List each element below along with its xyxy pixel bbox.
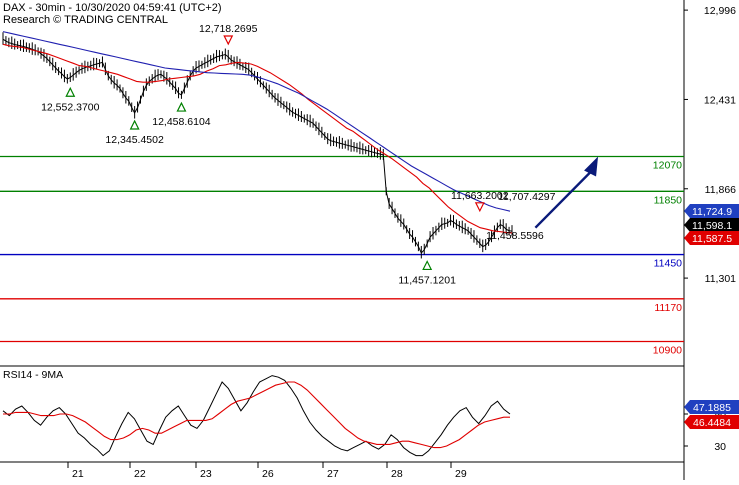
price-tag-label: 11,724.9 — [692, 206, 732, 218]
up-triangle-marker — [176, 101, 187, 112]
price-tag-label: 11,598.1 — [692, 220, 732, 232]
moving-average-line-1 — [2, 31, 511, 212]
rsi-tags: 47.1885 46.4484 — [684, 400, 739, 429]
rsi-tag-box — [684, 400, 739, 414]
annotation-label: 11,707.4297 — [498, 191, 556, 203]
rsi-tag-label: 46.4484 — [693, 417, 731, 429]
forecast-arrow-shaft — [534, 169, 593, 229]
time-tick-label: 27 — [327, 468, 339, 480]
time-tick-label: 26 — [262, 468, 274, 480]
time-tick-label: 23 — [200, 468, 212, 480]
down-triangle-marker — [223, 35, 234, 46]
level-label-12070: 12070 — [653, 160, 682, 172]
time-tick-label: 22 — [134, 468, 146, 480]
annotation-label: 12,718.2695 — [199, 23, 258, 35]
rsi-line-1 — [3, 381, 510, 449]
forecast-arrow-head — [584, 156, 599, 177]
up-triangle-marker — [422, 260, 433, 271]
chart-header-title: DAX - 30min - 10/30/2020 04:59:41 (UTC+2… — [3, 2, 222, 14]
level-label-11850: 11850 — [654, 194, 683, 206]
annotation-label: 11,663.2002 — [451, 190, 509, 202]
annotation-label: 12,552.3700 — [41, 101, 100, 113]
rsi-tag-label: 47.1885 — [693, 402, 731, 414]
price-annotations: 12,718.2695 12,552.3700 12,345.4502 12,458.… — [41, 23, 556, 286]
time-axis: 21 22 23 26 27 28 29 — [67, 462, 467, 480]
down-triangle-marker — [474, 202, 485, 213]
rsi-panel-title: RSI14 - 9MA — [3, 369, 63, 381]
moving-averages — [2, 31, 513, 234]
price-tick-label: 12,431 — [704, 94, 736, 106]
annotation-label: 11,457.1201 — [398, 274, 456, 286]
annotation-label: 11,458.5596 — [486, 230, 544, 242]
annotation-label: 12,458.6104 — [152, 116, 211, 128]
level-label-11450: 11450 — [654, 258, 683, 270]
level-label-11170: 11170 — [654, 302, 682, 314]
price-tick-label: 12,996 — [704, 5, 736, 17]
rsi-tag-box — [684, 415, 739, 429]
moving-average-line-0 — [2, 43, 513, 234]
price-series — [2, 32, 513, 259]
price-tag-box — [684, 231, 739, 245]
time-tick-label: 29 — [455, 468, 467, 480]
rsi-line-0 — [2, 375, 511, 457]
price-tag-label: 11,587.5 — [692, 233, 732, 245]
price-tags: 11,724.9 11,598.111,587.5 — [684, 204, 739, 245]
chart-header: DAX - 30min - 10/30/2020 04:59:41 (UTC+2… — [3, 2, 222, 26]
price-tag-box — [684, 204, 739, 218]
time-tick-label: 21 — [72, 468, 84, 480]
chart-header-credit: Research © TRADING CENTRAL — [3, 14, 168, 26]
time-tick-label: 28 — [391, 468, 403, 480]
price-tick-label: 11,301 — [705, 273, 736, 285]
up-triangle-marker — [65, 86, 76, 97]
level-label-10900: 10900 — [653, 344, 682, 356]
forecast-arrow — [534, 156, 599, 229]
price-tick-label: 11,866 — [705, 184, 736, 196]
up-triangle-marker — [129, 119, 140, 130]
rsi-tick-label: 30 — [714, 441, 726, 453]
rsi-series — [2, 375, 511, 457]
price-axis: 12,996 12,431 11,866 11,301 — [684, 5, 736, 285]
price-tag-box — [684, 218, 739, 232]
annotation-label: 12,345.4502 — [105, 134, 164, 146]
